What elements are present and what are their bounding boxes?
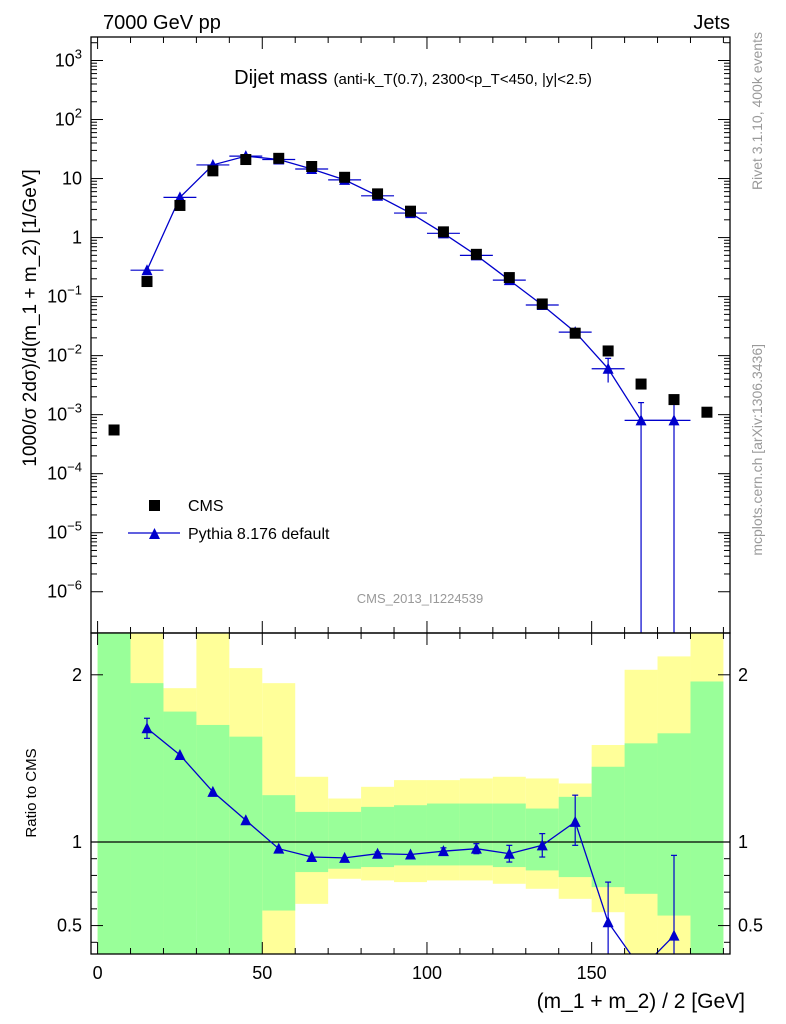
ratio-y-tick-label-left: 1 — [72, 832, 82, 852]
ratio-pythia-marker — [372, 847, 384, 859]
ratio-inner-band — [459, 803, 493, 866]
ratio-axes: 0 50 100 150 0.5 0.5 1 1 2 2 — [57, 633, 763, 983]
cms-marker — [108, 424, 120, 436]
main-y-tick-label: 10−6 — [47, 578, 82, 602]
legend: CMS Pythia 8.176 default — [128, 498, 330, 543]
x-tick-label: 0 — [93, 963, 103, 983]
ratio-pythia-marker — [437, 845, 449, 857]
main-y-tick-label: 10−1 — [47, 283, 82, 307]
legend-cms-label: CMS — [188, 498, 224, 515]
ratio-pythia-marker — [536, 839, 548, 851]
header-left-label: 7000 GeV pp — [103, 12, 221, 34]
ratio-y-tick-label-right: 0.5 — [738, 916, 763, 936]
main-y-tick-label: 10 — [62, 169, 82, 189]
ratio-pythia-marker — [207, 785, 219, 797]
ratio-plot-frame — [90, 632, 731, 955]
legend-pythia-marker — [149, 528, 160, 539]
ratio-y-tick-label-right: 2 — [738, 665, 748, 685]
main-y-tick-label: 102 — [55, 106, 82, 130]
main-plot-title: Dijet mass (anti-k_T(0.7), 2300<p_T<450, … — [234, 67, 592, 89]
ratio-y-tick-label-left: 0.5 — [57, 916, 82, 936]
pythia-marker — [141, 264, 153, 276]
ratio-pythia-marker — [240, 814, 252, 826]
rivet-version-label: Rivet 3.1.10, 400k events — [749, 32, 765, 190]
pythia-marker — [602, 362, 614, 374]
cms-marker — [503, 272, 515, 284]
ratio-pythia-marker — [174, 749, 186, 761]
pythia-marker — [635, 414, 647, 426]
ratio-inner-band — [163, 711, 197, 954]
cms-marker — [569, 327, 581, 339]
main-y-tick-label: 103 — [55, 46, 82, 70]
ratio-pythia-marker — [602, 916, 614, 928]
main-plot-content — [108, 150, 713, 633]
cms-marker — [273, 152, 285, 164]
x-tick-label: 150 — [577, 963, 607, 983]
ratio-panel: 0 50 100 150 0.5 0.5 1 1 2 2 Ratio to CMS (m_1 + … — [23, 632, 763, 1013]
header-right-label: Jets — [693, 12, 730, 34]
main-y-axis-label: 1000/σ 2dσ)/d(m_1 + m_2) [1/GeV] — [20, 169, 41, 467]
ratio-pythia-marker — [569, 815, 581, 827]
ratio-plot-content — [141, 717, 680, 954]
main-title-text: Dijet mass — [234, 67, 327, 89]
ratio-inner-band — [196, 724, 230, 954]
ratio-pythia-marker — [141, 722, 153, 734]
legend-cms-marker — [149, 500, 160, 511]
main-y-tick-label: 1 — [72, 228, 82, 248]
ratio-inner-band — [229, 736, 263, 954]
legend-pythia-label: Pythia 8.176 default — [188, 526, 330, 543]
cms-marker — [174, 199, 186, 211]
ratio-pythia-marker — [339, 851, 351, 863]
cms-marker — [207, 165, 219, 177]
pythia-marker — [668, 414, 680, 426]
main-y-tick-label: 10−3 — [47, 401, 82, 425]
cms-marker — [635, 378, 647, 390]
ratio-uncertainty-bands — [97, 633, 724, 954]
cms-marker — [470, 248, 482, 260]
main-y-tick-label: 10−2 — [47, 342, 82, 366]
cms-marker — [306, 160, 318, 172]
analysis-tag: CMS_2013_I1224539 — [357, 591, 484, 606]
main-panel: 10−6 10−5 10−4 10−3 10−2 10−1 1 10 102 103 Dijet … — [20, 36, 731, 634]
x-tick-label: 100 — [412, 963, 442, 983]
main-y-tick-label: 10−4 — [47, 460, 82, 484]
cms-marker — [602, 345, 614, 357]
ratio-inner-band — [690, 681, 724, 954]
cms-marker — [141, 276, 153, 288]
cms-marker — [240, 154, 252, 166]
main-y-axis: 10−6 10−5 10−4 10−3 10−2 10−1 1 10 102 103 — [47, 37, 730, 633]
mcplots-label: mcplots.cern.ch [arXiv:1306.3436] — [749, 344, 765, 556]
main-title-detail: (anti-k_T(0.7), 2300<p_T<450, |y|<2.5) — [334, 71, 592, 88]
cms-marker — [339, 171, 351, 183]
cms-marker — [536, 298, 548, 310]
ratio-inner-band — [97, 633, 131, 954]
x-axis-label: (m_1 + m_2) / 2 [GeV] — [537, 990, 745, 1013]
cms-marker — [668, 394, 680, 406]
ratio-y-tick-label-right: 1 — [738, 832, 748, 852]
ratio-pythia-marker — [306, 851, 318, 863]
main-plot-frame — [90, 36, 731, 634]
ratio-series-group — [141, 717, 680, 954]
ratio-inner-band — [591, 766, 625, 888]
ratio-pythia-marker — [470, 842, 482, 854]
ratio-inner-band — [624, 743, 658, 894]
cms-marker — [405, 205, 416, 217]
ratio-pythia-marker — [405, 848, 416, 860]
cms-marker — [701, 406, 713, 418]
ratio-pythia-marker — [273, 842, 285, 854]
ratio-y-axis-label: Ratio to CMS — [23, 748, 40, 837]
pythia-marker — [174, 191, 186, 203]
ratio-pythia-marker — [503, 847, 515, 859]
pythia-line — [146, 155, 675, 422]
cms-marker — [372, 188, 384, 200]
main-y-tick-label: 10−5 — [47, 519, 82, 543]
ratio-pythia-marker — [668, 929, 680, 941]
ratio-y-tick-label-left: 2 — [72, 665, 82, 685]
x-tick-label: 50 — [252, 963, 272, 983]
cms-marker — [437, 226, 449, 238]
